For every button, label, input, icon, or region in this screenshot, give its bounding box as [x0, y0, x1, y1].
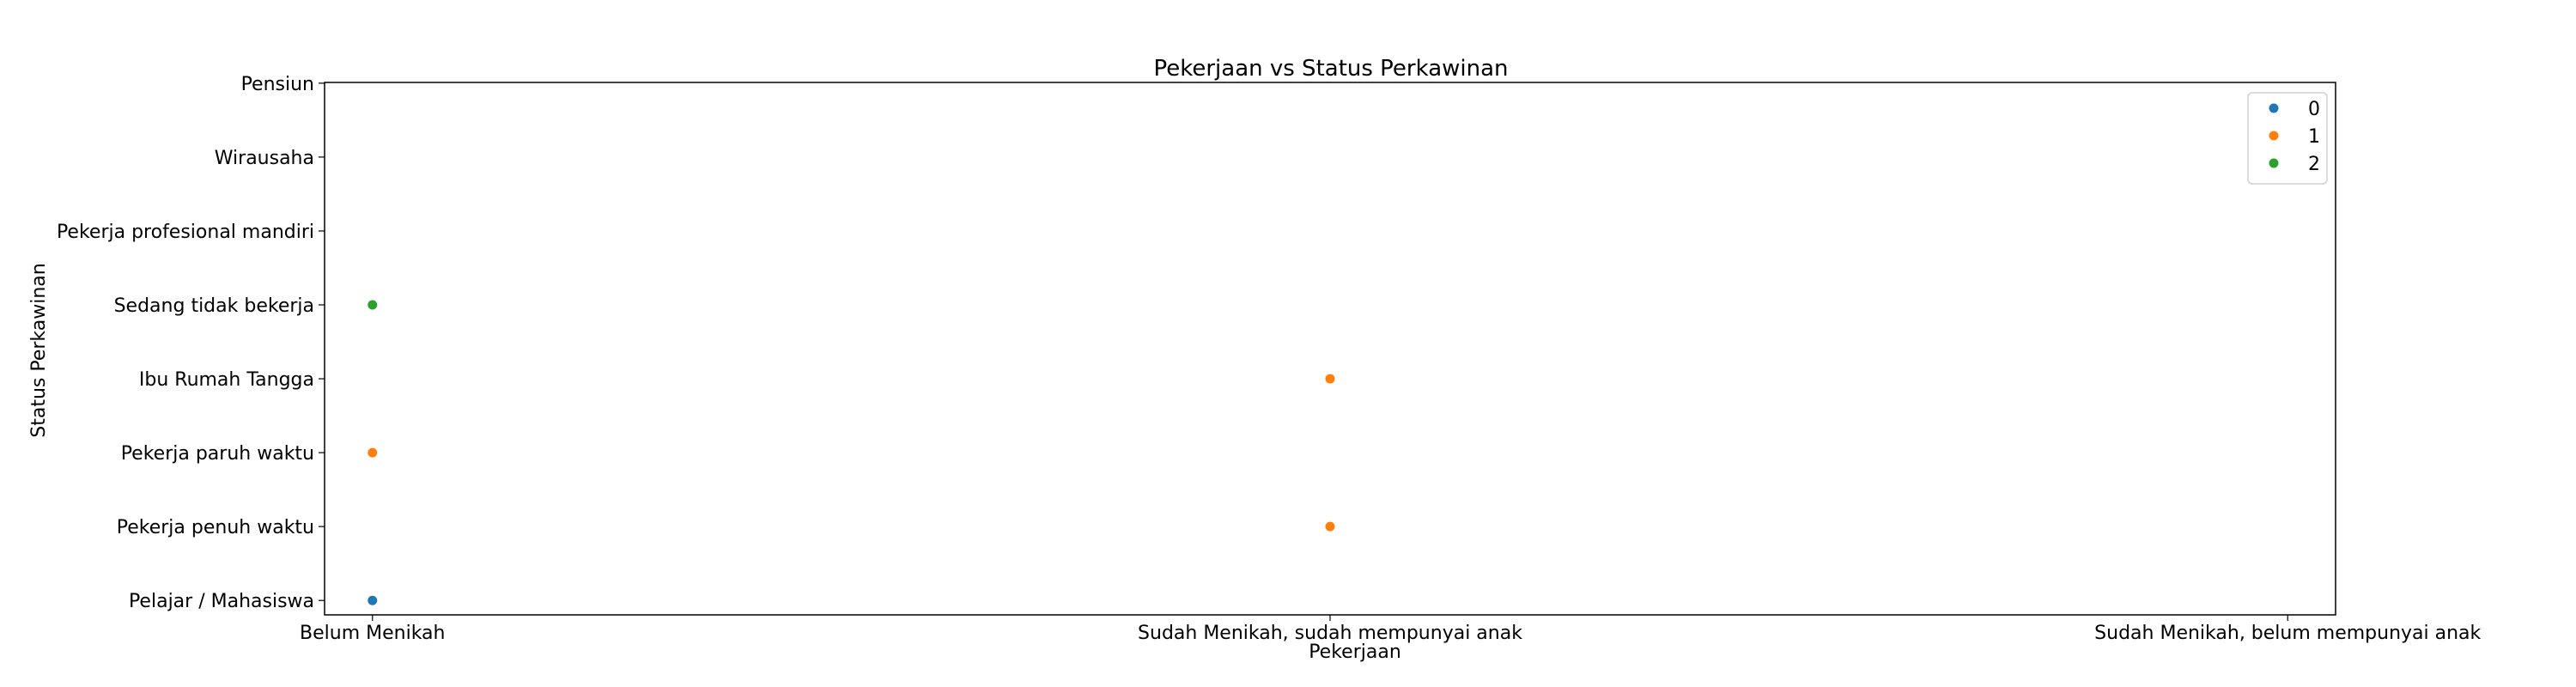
y-tick-label: Pelajar / Mahasiswa — [129, 591, 314, 612]
legend-marker — [2269, 103, 2279, 113]
legend-label: 1 — [2308, 126, 2320, 148]
data-point — [368, 300, 378, 310]
x-tick-label: Sudah Menikah, sudah mempunyai anak — [1138, 623, 1522, 644]
y-tick-label: Wirausaha — [215, 148, 314, 169]
data-point — [368, 447, 378, 458]
x-tick-label: Belum Menikah — [300, 623, 445, 644]
data-point — [1325, 374, 1335, 384]
legend-marker — [2269, 158, 2279, 168]
y-tick-label: Pekerja paruh waktu — [121, 443, 314, 465]
y-tick-label: Pekerja penuh waktu — [117, 517, 314, 538]
plot-frame — [324, 82, 2336, 616]
y-tick-label: Pekerja profesional mandiri — [57, 222, 314, 243]
y-axis-label: Status Perkawinan — [28, 263, 50, 437]
plot-area: Pelajar / Mahasiswa Pekerja penuh waktu Pe… — [57, 74, 2482, 644]
y-tick-label: Pensiun — [241, 74, 314, 95]
legend-box — [2247, 92, 2328, 185]
legend-label: 0 — [2308, 99, 2320, 120]
legend-label: 2 — [2308, 154, 2320, 175]
data-point — [368, 595, 378, 605]
data-point — [1325, 521, 1335, 532]
chart-title: Pekerjaan vs Status Perkawinan — [1153, 56, 1508, 82]
x-tick-label: Sudah Menikah, belum mempunyai anak — [2094, 623, 2481, 644]
x-axis-label: Pekerjaan — [1309, 641, 1401, 663]
legend: 0 1 2 — [2247, 92, 2328, 185]
legend-marker — [2269, 131, 2279, 141]
y-tick-label: Sedang tidak bekerja — [114, 295, 314, 317]
y-tick-label: Ibu Rumah Tangga — [139, 369, 314, 391]
